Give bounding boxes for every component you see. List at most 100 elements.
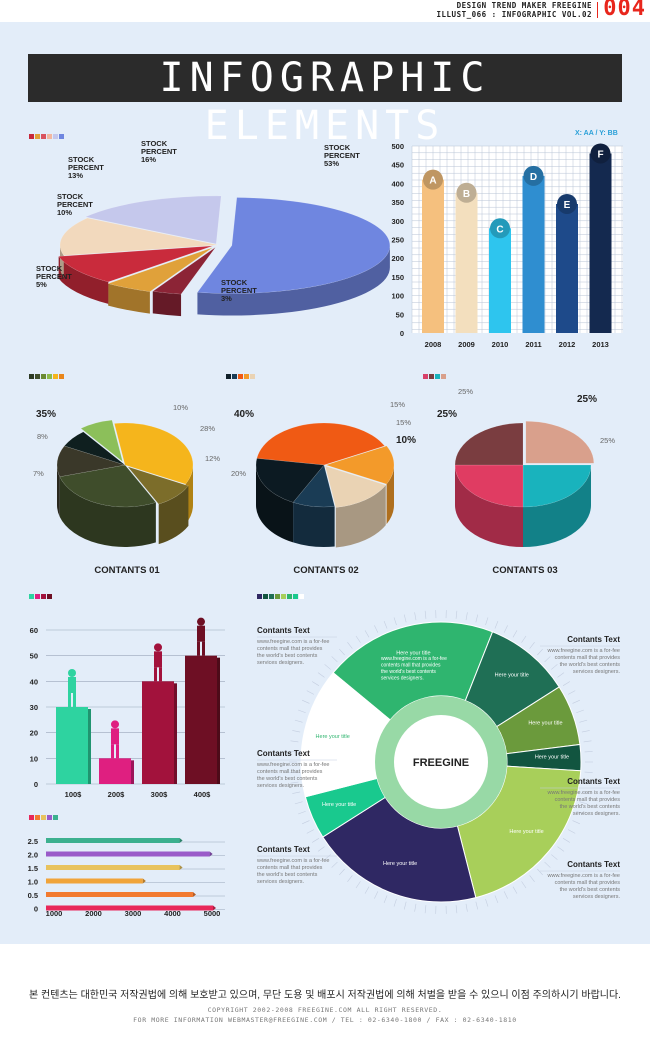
bar2-xtick-2: 300$ [151, 790, 169, 799]
header-line-1: DESIGN TREND MAKER FREEGINE [456, 1, 592, 10]
donut-text-heading-3: Contants Text [567, 777, 620, 786]
pie4-slice-2 [454, 464, 524, 508]
donut-text-body-4-0: www.freegine.com is a for-fee [256, 858, 329, 864]
pie1-slice-0 [196, 197, 391, 294]
pie2-slice-4 [63, 431, 126, 466]
donut-tick [465, 903, 468, 912]
donut-tick [494, 620, 499, 629]
bar1-marker-label-0: A [429, 176, 436, 187]
hbar-ytick-3: 1.0 [28, 878, 38, 887]
hbar-bar-tip-3 [142, 878, 146, 884]
pie1 [58, 195, 391, 317]
pie4-label-1: 25% [458, 387, 473, 396]
bar2-ytick: 20 [30, 729, 38, 738]
donut-center [394, 715, 488, 809]
donut-tick [306, 829, 314, 834]
donut-segment-label-0: Here your title [396, 650, 430, 656]
donut-text-body-3-1: contents mall that provides [555, 797, 621, 803]
donut-tick [544, 656, 551, 663]
pie3-title: CONTANTS 02 [293, 565, 358, 576]
bar2-figure-body-2 [154, 651, 162, 668]
pie2 [56, 419, 194, 547]
pie1-swatch-1 [35, 134, 40, 139]
hbar-bar-1 [46, 851, 210, 857]
pie2-side-2 [59, 476, 156, 547]
bar2-figure-body-1 [111, 728, 119, 745]
hbar-bar-tip-5 [213, 905, 216, 911]
pie1-side-4 [60, 245, 64, 278]
bar2-bar-2 [142, 681, 174, 784]
donut-text-body-5-0: www.freegine.com is a for-fee [547, 873, 620, 879]
donut-inner-text-1: contents mall that provides [381, 663, 441, 669]
donut-text-heading-4: Contants Text [257, 845, 310, 854]
bar2-bar-1 [99, 758, 131, 784]
bar1-marker-label-4: E [564, 200, 571, 211]
bar1-marker-4 [557, 193, 577, 214]
page-header: DESIGN TREND MAKER FREEGINE ILLUST_066 :… [0, 0, 650, 22]
bar1-bar-0 [422, 179, 444, 333]
donut-tick [324, 664, 331, 670]
donut-text-heading-5: Contants Text [567, 860, 620, 869]
donut-swatch-7 [299, 594, 304, 599]
bar1-xtick-2: 2010 [492, 340, 509, 349]
donut-text-body-4-2: the world's best contents [257, 872, 318, 878]
pie3-label-1: 15% [390, 400, 405, 409]
bar2-figure-head-2 [154, 643, 162, 652]
donut-tick [584, 771, 593, 773]
pie1-value-5: 16% [141, 155, 156, 164]
donut-tick [311, 681, 320, 686]
donut-text-body-3-0: www.freegine.com is a for-fee [547, 790, 620, 796]
pie4 [454, 421, 595, 547]
bar1-ytick: 300 [391, 217, 404, 226]
pie2-label-2: 28% [200, 424, 215, 433]
donut-text-body-1-2: the world's best contents [560, 662, 621, 668]
pie1-slice-4 [59, 217, 219, 256]
footer-copyright: COPYRIGHT 2002-2008 FREEGINE.COM ALL RIG… [207, 1006, 443, 1014]
pie2-slice-5 [80, 419, 124, 463]
bar2-ytick: 0 [34, 780, 38, 789]
pie1-side-1 [152, 291, 182, 317]
donut-tick [572, 820, 580, 825]
donut-tick [568, 829, 576, 834]
pie4-slice-0 [525, 421, 595, 464]
donut-tick [576, 709, 584, 714]
donut-text-body-2-2: the world's best contents [257, 776, 318, 782]
donut-tick [374, 891, 379, 899]
donut-tick [455, 610, 458, 619]
donut-segment-label-3: Here your title [535, 755, 569, 761]
bar1-marker-5 [590, 143, 611, 164]
hbar-bar-tip-0 [179, 838, 183, 843]
hbar-bar-tip-4 [192, 892, 196, 897]
donut-tick [475, 901, 479, 910]
donut-tick [302, 699, 310, 704]
bar2-ytick: 30 [30, 703, 38, 712]
pie3-swatch-1 [232, 374, 237, 379]
donut-text-heading-1: Contants Text [567, 635, 620, 644]
donut-text-body-4-3: services designers. [257, 879, 305, 885]
pie2-slice-0 [114, 422, 194, 485]
donut-text-body-2-1: contents mall that provides [257, 769, 323, 775]
donut-segment-label-1: Here your title [495, 672, 529, 678]
donut-text-body-3-2: the world's best contents [560, 804, 621, 810]
hbar-swatch-1 [35, 815, 40, 820]
pie4-side-2 [455, 465, 523, 547]
donut-tick [579, 801, 588, 805]
bar1-marker-3 [523, 165, 544, 186]
bar2-bar-side-1 [131, 760, 134, 784]
pie2-label-5: 8% [37, 432, 48, 441]
pie3-slice-2 [324, 465, 387, 508]
pie1-swatch-3 [47, 134, 52, 139]
bar2-figure-leg-l-0 [68, 693, 71, 707]
pie1-slice-3 [58, 245, 213, 283]
donut-tick [393, 898, 397, 907]
donut-tick [557, 672, 565, 678]
donut-text-body-0-0: www.freegine.com is a for-fee [256, 639, 329, 645]
donut-tick [537, 648, 543, 656]
donut-tick [581, 791, 590, 794]
donut-text-body-0-1: contents mall that provides [257, 646, 323, 652]
donut-tick [572, 699, 580, 704]
donut-tick [512, 886, 518, 894]
pie4-slice-3 [454, 422, 524, 466]
pie4-label-2: 25% [577, 394, 597, 405]
